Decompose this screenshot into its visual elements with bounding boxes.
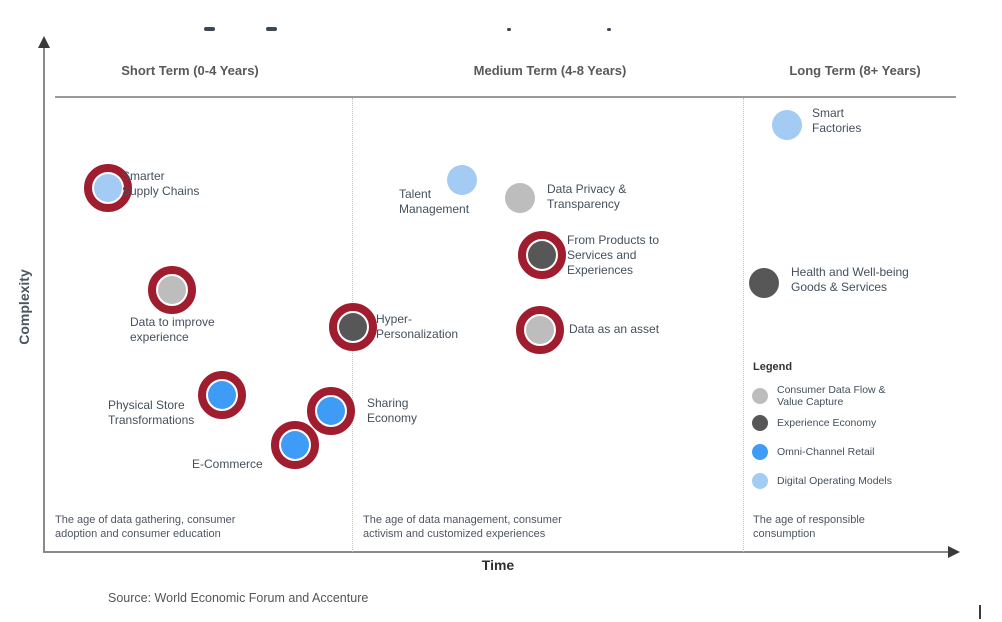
physical-store-transformations-label: Physical Store Transformations	[108, 398, 195, 427]
column-header-long-term: Long Term (8+ Years)	[789, 63, 921, 78]
column-caption-medium-term: The age of data management, consumer act…	[363, 514, 562, 540]
legend-swatch-light_blue	[752, 473, 768, 489]
health-and-wellbeing-label: Health and Well-being Goods & Services	[791, 265, 909, 294]
data-as-an-asset-label: Data as an asset	[569, 322, 660, 336]
legend-swatch-dark_gray	[752, 415, 768, 431]
hyper-personalization-dot	[339, 313, 367, 341]
cropped-title-artifact-1	[266, 27, 277, 31]
cropped-title-artifact-0	[204, 27, 215, 31]
data-to-improve-experience-label: Data to improve experience	[130, 315, 215, 344]
node-health-and-wellbeing	[749, 268, 779, 298]
data-privacy-transparency-dot	[505, 183, 535, 213]
smarter-supply-chains-dot	[94, 174, 122, 202]
legend-item-light_blue: Digital Operating Models	[752, 473, 892, 489]
data-privacy-transparency-label: Data Privacy & Transparency	[547, 182, 627, 211]
legend-swatch-gray	[752, 388, 768, 404]
legend-swatch-blue	[752, 444, 768, 460]
x-axis-arrowhead-icon	[948, 546, 960, 558]
y-axis-line	[43, 48, 45, 553]
e-commerce-label: E-Commerce	[192, 457, 263, 471]
from-products-to-services-label: From Products to Services and Experience…	[567, 233, 660, 277]
legend-title: Legend	[753, 361, 793, 373]
y-axis-arrowhead-icon	[38, 36, 50, 48]
sharing-economy-label: Sharing Economy	[367, 396, 418, 425]
node-data-to-improve-experience-highlighted	[148, 266, 196, 314]
x-axis-title: Time	[481, 557, 515, 573]
column-caption-short-term: The age of data gathering, consumer adop…	[55, 514, 236, 540]
legend-label: Consumer Data Flow & Value Capture	[777, 383, 886, 409]
source-line: Source: World Economic Forum and Accentu…	[108, 591, 369, 605]
column-header-medium-term: Medium Term (4-8 Years)	[473, 63, 627, 78]
smart-factories-label: Smart Factories	[812, 106, 862, 135]
column-caption-long-term: The age of responsible consumption	[753, 514, 865, 540]
data-as-an-asset-dot	[526, 316, 554, 344]
node-hyper-personalization-highlighted	[329, 303, 377, 351]
smart-factories-dot	[772, 110, 802, 140]
talent-management-dot	[447, 165, 477, 195]
legend-item-dark_gray: Experience Economy	[752, 415, 877, 431]
health-and-wellbeing-dot	[749, 268, 779, 298]
node-smarter-supply-chains-highlighted	[84, 164, 132, 212]
node-physical-store-transformations-highlighted	[198, 371, 246, 419]
sharing-economy-dot	[317, 397, 345, 425]
e-commerce-dot	[281, 431, 309, 459]
legend-label: Omni-Channel Retail	[777, 445, 875, 458]
column-divider-2	[743, 98, 744, 552]
data-to-improve-experience-dot	[158, 276, 186, 304]
y-axis-title: Complexity	[16, 269, 32, 345]
node-e-commerce-highlighted	[271, 421, 319, 469]
smarter-supply-chains-label: Smarter Supply Chains	[122, 169, 200, 198]
legend-label: Digital Operating Models	[777, 474, 892, 487]
talent-management-label: Talent Management	[399, 187, 470, 216]
legend-label: Experience Economy	[777, 416, 877, 429]
cropped-title-artifact-3	[607, 28, 611, 31]
node-talent-management	[447, 165, 477, 195]
x-axis-line	[44, 551, 950, 553]
node-smart-factories	[772, 110, 802, 140]
node-data-privacy-transparency	[505, 183, 535, 213]
legend-item-blue: Omni-Channel Retail	[752, 444, 875, 460]
column-header-short-term: Short Term (0-4 Years)	[121, 63, 259, 78]
cropped-title-artifact-2	[507, 28, 511, 31]
hyper-personalization-label: Hyper- Personalization	[376, 312, 459, 341]
node-data-as-an-asset-highlighted	[516, 306, 564, 354]
node-sharing-economy-highlighted	[307, 387, 355, 435]
stray-cursor-tick	[979, 605, 981, 619]
from-products-to-services-dot	[528, 241, 556, 269]
header-rule	[55, 96, 956, 98]
legend-item-gray: Consumer Data Flow & Value Capture	[752, 383, 886, 409]
physical-store-transformations-dot	[208, 381, 236, 409]
node-from-products-to-services-highlighted	[518, 231, 566, 279]
